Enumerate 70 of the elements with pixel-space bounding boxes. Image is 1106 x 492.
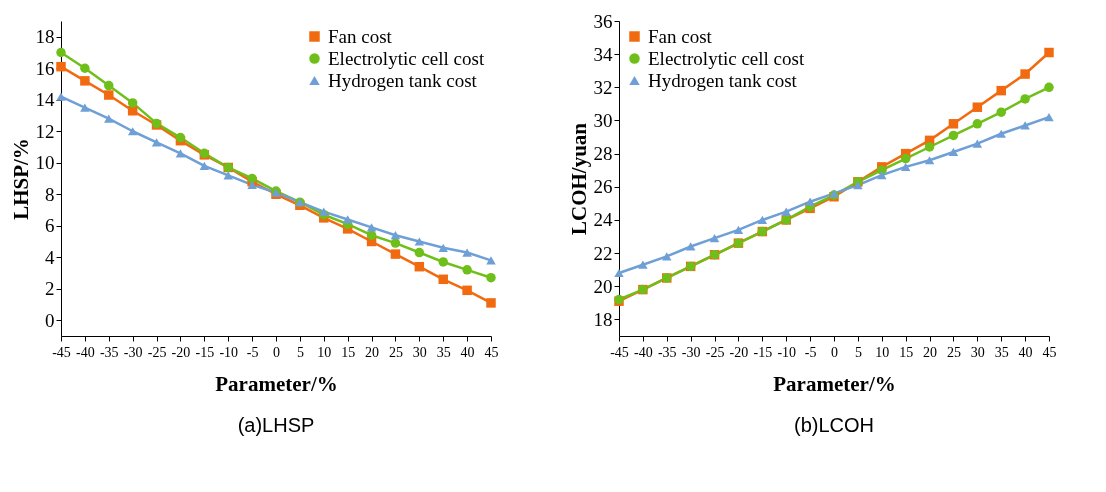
x-tick-label: 0 <box>273 344 280 360</box>
x-tick-label: -45 <box>610 344 629 360</box>
y-tick-label: 8 <box>45 183 55 205</box>
y-axis-title: LHSP/% <box>8 138 33 220</box>
y-tick-label: 34 <box>593 43 613 65</box>
x-tick-label: 10 <box>317 344 332 360</box>
y-tick-label: 12 <box>35 120 55 142</box>
x-tick-label: 45 <box>484 344 499 360</box>
legend-label: Fan cost <box>648 25 713 47</box>
x-tick-label: 15 <box>899 344 914 360</box>
y-tick-label: 18 <box>35 26 55 48</box>
y-tick-label: 14 <box>35 89 55 111</box>
x-tick-label: 25 <box>388 344 403 360</box>
x-tick-label: -20 <box>729 344 749 360</box>
legend-label: Hydrogen tank cost <box>648 69 798 91</box>
x-tick-label: -35 <box>99 344 119 360</box>
y-tick-label: 24 <box>593 209 613 231</box>
x-tick-label: 40 <box>460 344 475 360</box>
x-tick-label: -10 <box>777 344 797 360</box>
x-tick-label: 30 <box>970 344 985 360</box>
x-tick-label: -5 <box>246 344 259 360</box>
x-tick-label: -25 <box>705 344 725 360</box>
x-tick-label: -20 <box>171 344 191 360</box>
x-tick-label: -40 <box>76 344 95 360</box>
x-tick-label: 20 <box>365 344 380 360</box>
y-tick-label: 26 <box>593 176 613 198</box>
legend-label: Electrolytic cell cost <box>328 47 485 69</box>
x-tick-label: 5 <box>296 344 304 360</box>
x-tick-label: 10 <box>875 344 890 360</box>
x-tick-label: -30 <box>681 344 701 360</box>
x-tick-label: 0 <box>831 344 838 360</box>
x-tick-label: 35 <box>436 344 451 360</box>
text: (a)LHSP <box>237 414 315 436</box>
x-tick-label: 5 <box>854 344 862 360</box>
x-tick-label: 20 <box>923 344 938 360</box>
text: (b)LCOH <box>793 414 875 436</box>
x-tick-label: -40 <box>634 344 653 360</box>
y-tick-label: 16 <box>35 57 55 79</box>
x-axis-title: Parameter/% <box>773 371 896 396</box>
x-tick-label: -25 <box>147 344 167 360</box>
x-tick-label: -15 <box>195 344 215 360</box>
y-tick-label: 28 <box>593 143 613 165</box>
x-tick-label: -10 <box>219 344 239 360</box>
y-tick-label: 30 <box>593 109 613 131</box>
y-tick-label: 4 <box>45 246 55 268</box>
legend-label: Hydrogen tank cost <box>328 69 478 91</box>
y-tick-label: 10 <box>35 152 55 174</box>
x-tick-label: -35 <box>657 344 677 360</box>
legend-label: Electrolytic cell cost <box>648 47 805 69</box>
x-tick-label: 35 <box>994 344 1009 360</box>
x-tick-label: -15 <box>753 344 773 360</box>
y-tick-label: 6 <box>45 215 55 237</box>
x-tick-label: 40 <box>1018 344 1033 360</box>
x-tick-label: -45 <box>52 344 71 360</box>
y-tick-label: 32 <box>593 76 613 98</box>
y-axis-title: LCOH/yuan <box>566 122 591 236</box>
x-tick-label: 45 <box>1042 344 1057 360</box>
x-tick-label: 15 <box>341 344 356 360</box>
x-axis-title: Parameter/% <box>215 371 338 396</box>
legend-label: Fan cost <box>328 25 393 47</box>
x-tick-label: 25 <box>946 344 961 360</box>
y-tick-label: 0 <box>45 309 55 331</box>
x-tick-label: -30 <box>123 344 143 360</box>
x-tick-label: 30 <box>412 344 427 360</box>
y-tick-label: 18 <box>593 308 613 330</box>
x-tick-label: -5 <box>804 344 817 360</box>
y-tick-label: 36 <box>593 10 613 32</box>
y-tick-label: 20 <box>593 275 613 297</box>
y-tick-label: 2 <box>45 278 55 300</box>
y-tick-label: 22 <box>593 242 613 264</box>
